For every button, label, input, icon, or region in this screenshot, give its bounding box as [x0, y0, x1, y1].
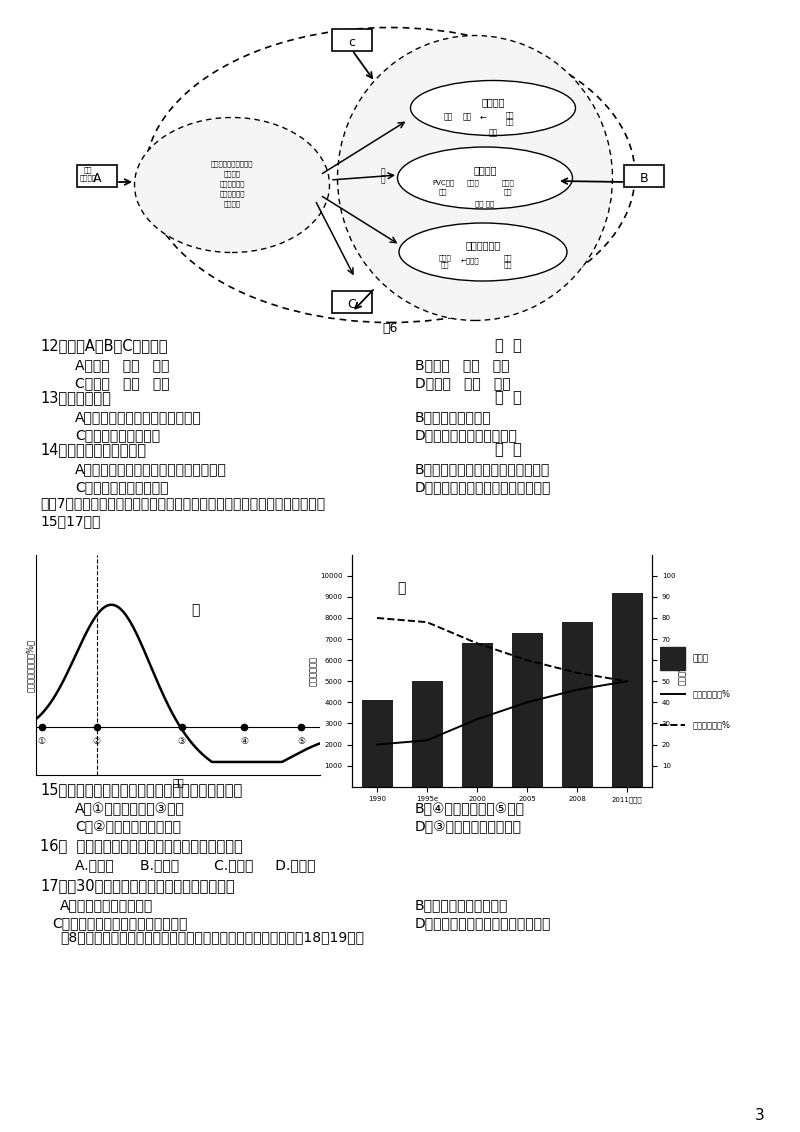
Text: 煤: 煤 — [381, 168, 386, 175]
Text: A．各产业之间以主产品为原料发生联系: A．各产业之间以主产品为原料发生联系 — [75, 462, 227, 475]
Y-axis label: 人口自然增长率（%）: 人口自然增长率（%） — [26, 638, 34, 692]
Ellipse shape — [410, 80, 575, 136]
Bar — [462, 643, 493, 787]
Text: 13．此工业地域: 13．此工业地域 — [40, 391, 111, 405]
Text: D．资源   环境   市场: D．资源 环境 市场 — [415, 376, 510, 391]
Text: 有色产业: 有色产业 — [482, 97, 505, 108]
Bar — [562, 623, 593, 787]
Text: （  ）: （ ） — [495, 391, 522, 405]
Text: 15关于甲地区人口数量的变化，下列说法正确的是: 15关于甲地区人口数量的变化，下列说法正确的是 — [40, 782, 242, 797]
Text: 16．  图表数据乙所代表的省（市、区）最可能是: 16． 图表数据乙所代表的省（市、区）最可能是 — [40, 838, 242, 854]
Text: A: A — [93, 172, 102, 186]
Bar — [362, 701, 393, 787]
Ellipse shape — [338, 35, 613, 320]
Y-axis label: 单位（万人）: 单位（万人） — [310, 655, 318, 686]
Text: 17．近30年来，我国快速城市化的主要原因是: 17．近30年来，我国快速城市化的主要原因是 — [40, 878, 234, 893]
Text: 政府共鸣区内公共设施: 政府共鸣区内公共设施 — [210, 160, 254, 166]
Text: PVC塑材: PVC塑材 — [432, 179, 454, 186]
Text: C．②时人口数量达最大值: C．②时人口数量达最大值 — [75, 820, 181, 834]
Text: 坐落: 坐落 — [84, 166, 92, 172]
Text: 冶炼: 冶炼 — [462, 112, 472, 121]
Bar — [411, 681, 442, 787]
Text: 盐化工: 盐化工 — [466, 179, 479, 186]
Text: （  ）: （ ） — [495, 338, 522, 353]
Text: A．环境   资源   市场: A．环境 资源 市场 — [75, 358, 170, 372]
Text: 废石
矿石: 废石 矿石 — [504, 254, 512, 268]
Text: 总人口: 总人口 — [692, 654, 708, 663]
Text: c: c — [349, 35, 355, 49]
Text: 读图7甲城市人口增长率曲线图和乙地区城乡人口比重随时间变化曲线图回答: 读图7甲城市人口增长率曲线图和乙地区城乡人口比重随时间变化曲线图回答 — [40, 496, 325, 511]
Y-axis label: 单位（%）: 单位（%） — [677, 657, 686, 685]
Text: B．产品更新换代快: B．产品更新换代快 — [415, 410, 492, 424]
Text: 废渣综合利用: 废渣综合利用 — [219, 190, 245, 197]
Text: D．生产环节的废弃物被回收再利用: D．生产环节的废弃物被回收再利用 — [415, 480, 551, 494]
Text: 氨碱: 氨碱 — [504, 188, 512, 195]
Text: 无机材料产业: 无机材料产业 — [466, 240, 501, 250]
Bar — [611, 593, 642, 787]
Text: B．环境   市场   资源: B．环境 市场 资源 — [415, 358, 510, 372]
Text: ③: ③ — [178, 737, 186, 746]
Text: 硫氰: 硫氰 — [438, 188, 447, 195]
Bar — [660, 648, 685, 670]
Text: 铜矿
磷矿: 铜矿 磷矿 — [506, 111, 514, 126]
Text: D．③时人口数量达最大值: D．③时人口数量达最大值 — [415, 820, 522, 834]
Text: 3: 3 — [755, 1108, 765, 1123]
Text: D．产业结构调整和工业化进程加快: D．产业结构调整和工业化进程加快 — [415, 916, 551, 931]
Text: 清湖湿地: 清湖湿地 — [79, 174, 97, 181]
Text: 铁硅: 铁硅 — [443, 112, 453, 121]
Text: 余热发电: 余热发电 — [223, 200, 241, 207]
Text: A．①时人口数量比③时多: A．①时人口数量比③时多 — [75, 801, 185, 816]
X-axis label: 时间: 时间 — [172, 777, 184, 787]
Text: 化工产业: 化工产业 — [474, 165, 497, 175]
Text: 乡村人口比重%: 乡村人口比重% — [692, 721, 730, 729]
Text: B: B — [640, 172, 648, 186]
Text: ←氧化工: ←氧化工 — [461, 257, 479, 264]
Ellipse shape — [134, 118, 330, 252]
Text: 中水回收利用: 中水回收利用 — [219, 180, 245, 187]
Text: 炭: 炭 — [381, 175, 386, 185]
Text: 城镇人口比重%: 城镇人口比重% — [692, 689, 730, 698]
Text: 氯气: 氯气 — [488, 128, 498, 137]
FancyBboxPatch shape — [77, 165, 117, 187]
Text: 污水处理: 污水处理 — [223, 170, 241, 177]
Text: 12．图中A、B、C分别代表: 12．图中A、B、C分别代表 — [40, 338, 167, 353]
Text: B．④时人口数量比⑤时少: B．④时人口数量比⑤时少 — [415, 801, 525, 816]
Text: 图6: 图6 — [382, 321, 398, 335]
Text: B．人口总量的不断增长: B．人口总量的不断增长 — [415, 898, 508, 912]
Text: C．城市生活方式和价值观念的改变: C．城市生活方式和价值观念的改变 — [52, 916, 187, 931]
Text: C: C — [348, 299, 356, 311]
Ellipse shape — [398, 147, 573, 209]
Text: B．所需要能源完全由余热发电提供: B．所需要能源完全由余热发电提供 — [415, 462, 550, 475]
Text: 氧化钙
石灰: 氧化钙 石灰 — [438, 254, 451, 268]
Text: ④: ④ — [240, 737, 248, 746]
Text: D．可能发展成为工业城市: D．可能发展成为工业城市 — [415, 428, 518, 441]
Text: 图7: 图7 — [382, 775, 398, 788]
Text: ①: ① — [38, 737, 46, 746]
Text: 乙: 乙 — [397, 582, 406, 595]
Ellipse shape — [399, 223, 567, 281]
FancyBboxPatch shape — [332, 29, 372, 51]
FancyBboxPatch shape — [624, 165, 664, 187]
Text: ⑤: ⑤ — [297, 737, 305, 746]
Text: ←: ← — [479, 113, 486, 122]
Text: 工业盐: 工业盐 — [502, 179, 514, 186]
Text: ②: ② — [93, 737, 101, 746]
Text: A．以廉价劳动力导向型工业为主: A．以廉价劳动力导向型工业为主 — [75, 410, 202, 424]
Text: 图8阴影区域表示一冬季存水、夏季干涸的季节性湖泊，读图回答18～19题。: 图8阴影区域表示一冬季存水、夏季干涸的季节性湖泊，读图回答18～19题。 — [60, 931, 364, 944]
Text: A．农业播种面积的减少: A．农业播种面积的减少 — [60, 898, 154, 912]
Text: 14．在此循环经济体系中: 14．在此循环经济体系中 — [40, 441, 146, 457]
Text: C．工业发展趋向分散: C．工业发展趋向分散 — [75, 428, 160, 441]
Text: C．资源   市场   环境: C．资源 市场 环境 — [75, 376, 170, 391]
Text: A.河南省      B.山西省        C.江苏省     D.北京市: A.河南省 B.山西省 C.江苏省 D.北京市 — [75, 858, 315, 872]
Text: 15～17题。: 15～17题。 — [40, 514, 100, 528]
Text: 氢气 湖南: 氢气 湖南 — [475, 200, 494, 207]
Text: （  ）: （ ） — [495, 441, 522, 457]
Text: C．污染物实现了零排放: C．污染物实现了零排放 — [75, 480, 169, 494]
Text: 甲: 甲 — [191, 603, 199, 617]
Bar — [511, 633, 542, 787]
FancyBboxPatch shape — [332, 291, 372, 314]
